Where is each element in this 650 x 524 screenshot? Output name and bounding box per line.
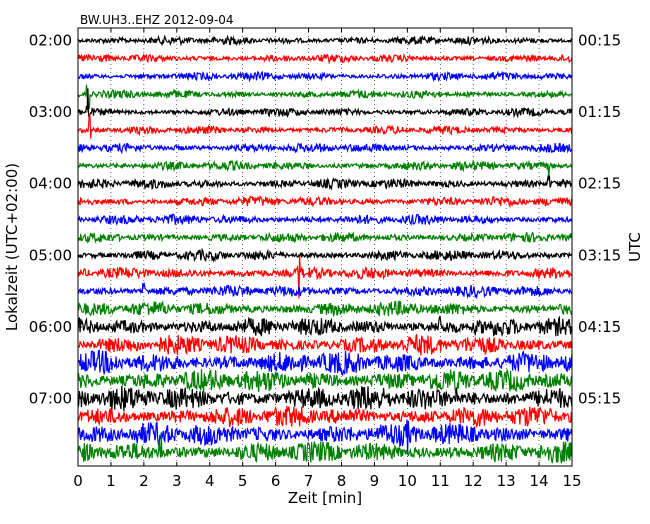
seismic-trace [77,433,573,464]
y-tick-label-right: 04:15 [578,318,621,336]
x-tick-label: 7 [304,472,314,490]
x-tick-label: 15 [562,472,581,490]
seismic-trace [77,315,573,337]
y-tick-label-left: 02:00 [29,32,72,50]
y-axis-label-right: UTC [626,232,644,262]
x-tick-label: 8 [337,472,347,490]
x-tick-label: 1 [106,472,116,490]
seismic-trace [77,213,573,227]
seismic-trace [77,419,573,455]
y-tick-label-left: 05:00 [29,246,72,264]
y-tick-label-right: 00:15 [578,32,621,50]
tick-layer: 0 1 2 3 4 5 6 7 8 9 10 11 12 13 14 1502:0003:0004:0005:… [29,28,621,490]
seismic-trace [77,88,573,119]
y-tick-label-left: 07:00 [29,390,72,408]
seismic-trace [77,281,573,300]
x-tick-label: 12 [464,472,483,490]
x-tick-label: 6 [271,472,281,490]
y-tick-label-right: 05:15 [578,390,621,408]
seismic-trace [77,195,573,209]
x-axis-label: Zeit [min] [288,489,362,507]
seismic-trace [77,368,573,395]
x-tick-label: 13 [497,472,516,490]
x-tick-label: 14 [530,472,549,490]
y-tick-label-left: 03:00 [29,103,72,121]
x-tick-label: 11 [431,472,450,490]
x-tick-label: 9 [370,472,380,490]
seismic-trace [77,159,573,179]
y-tick-label-right: 02:15 [578,175,621,193]
trace-layer [77,34,573,464]
x-tick-label: 2 [139,472,149,490]
seismic-trace [78,300,573,318]
seismic-trace [77,385,573,412]
seismic-trace [77,231,573,245]
y-tick-label-left: 04:00 [29,175,72,193]
seismic-trace [77,405,573,429]
seismic-trace [77,53,573,65]
y-axis-label-left: Lokalzeit (UTC+02:00) [3,163,21,331]
chart-title: BW.UH3..EHZ 2012-09-04 [80,13,234,27]
seismic-trace [77,70,573,83]
x-tick-label: 10 [398,472,417,490]
seismic-trace [77,334,573,356]
seismic-trace [77,247,573,263]
x-tick-label: 4 [205,472,215,490]
seismic-trace [77,142,573,155]
seismic-trace [77,174,573,191]
plot-frame [77,27,573,467]
seismic-trace [77,84,573,113]
seismic-trace [77,255,573,299]
x-tick-label: 3 [172,472,182,490]
seismic-trace [77,34,572,47]
x-tick-label: 0 [73,472,83,490]
y-tick-label-left: 06:00 [29,318,72,336]
seismic-trace [77,113,573,139]
y-tick-label-right: 03:15 [578,246,621,264]
x-tick-label: 5 [238,472,248,490]
seismic-trace [77,349,573,377]
y-tick-label-right: 01:15 [578,103,621,121]
